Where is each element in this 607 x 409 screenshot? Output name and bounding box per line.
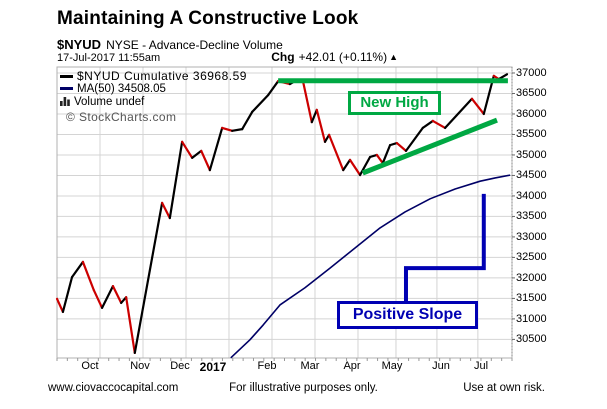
price-line-segment [388,141,398,147]
price-line-segment [327,133,345,172]
y-axis-label: 34000 [516,189,547,202]
price-line-segment [231,128,244,132]
legend-value: 34508.05 [117,83,166,95]
legend-value: 36968.59 [192,69,247,83]
x-axis-label: Mar [300,360,320,372]
legend-item-cumulative: $NYUD Cumulative 36968.59 [60,70,247,83]
price-line-segment [470,97,485,116]
price-line-segment [161,201,171,220]
price-line-segment [310,108,318,124]
price-line-segment [267,80,280,97]
price-line-segment [70,260,85,279]
y-axis-label: 32500 [516,251,547,264]
x-axis-label: May [381,360,403,372]
new-high-callout: New High [348,91,441,115]
positive-slope-callout: Positive Slope [337,301,478,329]
legend-value: undef [115,96,145,108]
price-line-segment [61,275,74,314]
chart-legend: $NYUD Cumulative 36968.59 MA(50) 34508.0… [60,70,247,110]
price-line-segment [92,289,104,309]
price-line-segment [133,201,164,355]
x-axis-label: Oct [81,360,99,372]
price-line-segment [200,149,211,172]
y-axis-label: 33000 [516,230,547,243]
price-line-segment [100,285,115,309]
y-axis-label: 36500 [516,87,547,100]
symbol-row: $NYUD NYSE - Advance-Decline Volume [57,37,283,52]
price-line-segment [342,158,352,172]
footer-risk-note: Use at own risk. [463,382,545,394]
price-line-segment [375,153,384,165]
price-line-segment [55,297,65,314]
legend-label: MA(50) [77,83,115,95]
symbol-ticker: $NYUD [57,37,102,52]
x-axis-label: 2017 [199,360,227,374]
symbol-description: NYSE - Advance-Decline Volume [106,38,283,52]
y-axis-label: 30500 [516,333,547,346]
price-line-segment [181,140,194,159]
legend-item-volume: Volume undef [60,96,247,110]
x-axis-label: Apr [343,360,361,372]
price-line-segment [381,144,392,165]
price-line-segment [302,80,313,124]
y-axis-label: 32000 [516,271,547,284]
price-line-segment [431,119,447,130]
price-line-segment [404,126,424,152]
price-line-swatch-icon [60,75,73,78]
price-line-segment [395,141,408,152]
price-line-segment [421,119,434,130]
price-line-segment [368,153,378,159]
price-line-segment [444,97,474,130]
change-row: Chg +42.01 (+0.11%) ▲ [220,50,398,64]
stockcharts-watermark: © StockCharts.com [66,110,177,124]
y-axis-label: 31000 [516,312,547,325]
y-axis-label: 35000 [516,148,547,161]
x-axis-label: Jun [432,360,450,372]
y-axis-label: 31500 [516,292,547,305]
legend-label: Volume [74,96,113,108]
x-axis-label: Feb [257,360,277,372]
x-axis-label: Dec [170,360,190,372]
price-line-segment [111,285,123,305]
y-axis-label: 36000 [516,107,547,120]
footer-disclaimer: For illustrative purposes only. [229,382,378,394]
price-line-segment [168,140,184,220]
y-axis-label: 37000 [516,66,547,79]
legend-item-ma50: MA(50) 34508.05 [60,83,247,96]
price-line-segment [315,108,327,143]
x-axis-label: Jul [473,360,489,372]
ma-line [230,174,511,359]
price-line-segment [125,296,136,355]
price-line-segment [241,110,254,131]
ma-callout-connector [403,193,486,303]
y-axis-label: 34500 [516,169,547,182]
price-line-segment [208,126,224,172]
x-axis-label: Nov [130,360,150,372]
y-axis-label: 35500 [516,128,547,141]
change-value: +42.01 (+0.11%) [298,50,388,64]
support-trendline [361,117,498,176]
price-line-segment [81,260,95,292]
price-line-segment [251,94,270,114]
change-up-icon: ▲ [389,52,398,62]
change-label: Chg [271,50,295,64]
volume-bars-icon [60,96,70,110]
legend-label: $NYUD Cumulative [77,69,190,83]
footer-source-link: www.ciovaccocapital.com [48,382,179,394]
price-line-segment [358,155,372,177]
page-title: Maintaining A Constructive Look [57,8,359,29]
y-axis-label: 33500 [516,210,547,223]
price-line-segment [191,149,203,159]
price-line-segment [221,126,234,132]
price-line [55,73,509,355]
quote-timestamp: 17-Jul-2017 11:55am [57,52,161,64]
ma-line-swatch-icon [60,87,73,90]
price-line-segment [348,158,362,177]
